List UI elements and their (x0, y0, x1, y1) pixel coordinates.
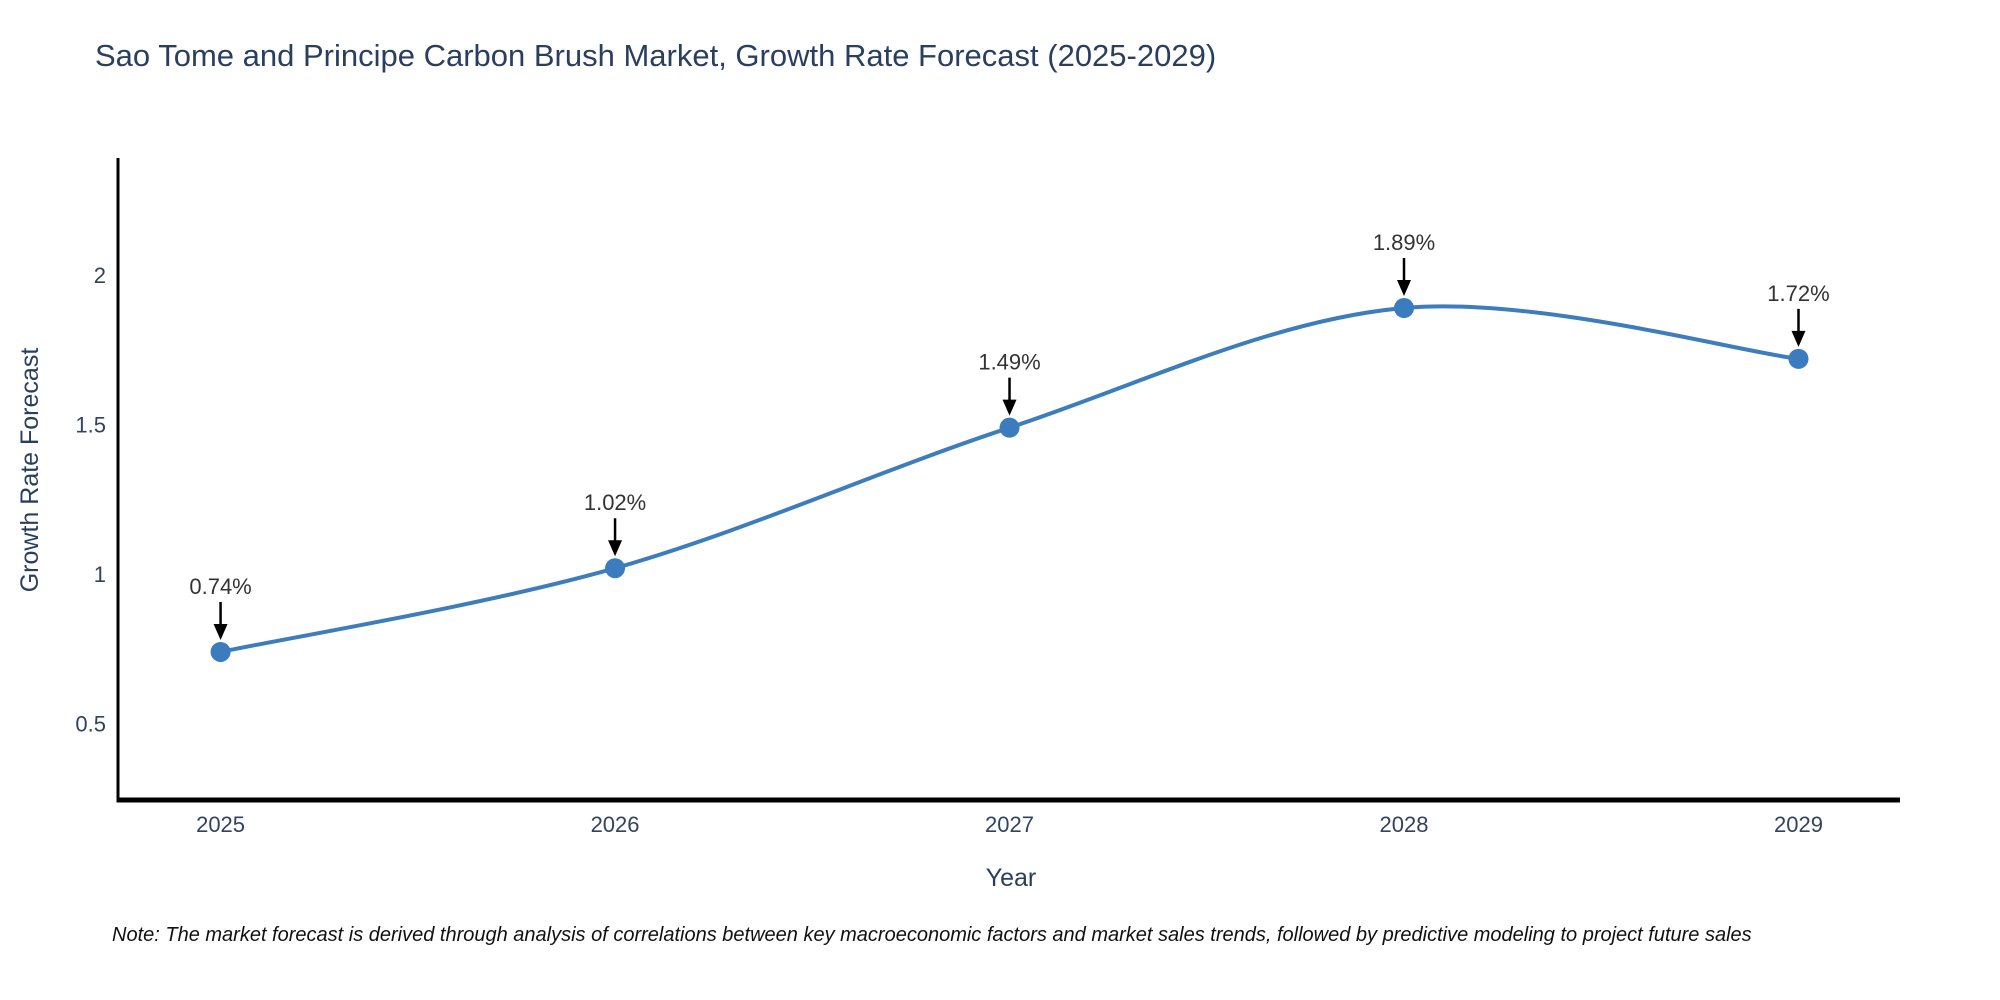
annotation-arrow-head-2026 (608, 540, 623, 557)
x-tick-label-2027: 2027 (985, 812, 1034, 837)
y-axis-title: Growth Rate Forecast (16, 348, 44, 593)
x-tick-label-2028: 2028 (1380, 812, 1429, 837)
annotation-arrow-head-2029 (1791, 330, 1806, 347)
data-point-marker-2027 (999, 417, 1020, 438)
data-point-marker-2025 (210, 641, 231, 662)
data-point-label-2027: 1.49% (978, 350, 1040, 375)
data-point-marker-2026 (605, 558, 626, 579)
y-tick-label-2: 2 (94, 263, 106, 288)
data-point-label-2025: 0.74% (189, 574, 251, 599)
annotation-arrow-head-2028 (1397, 280, 1412, 297)
x-axis-title: Year (986, 864, 1037, 892)
chart-title: Sao Tome and Principe Carbon Brush Marke… (95, 38, 1216, 73)
plot-area: 2025 2026 2027 2028 2029 0.5 1 1.5 2 0.74% 1.02% 1.… (75, 158, 1900, 837)
data-point-label-2028: 1.89% (1373, 230, 1435, 255)
data-point-marker-2028 (1394, 298, 1415, 319)
annotation-arrow-head-2025 (213, 623, 228, 640)
data-point-label-2029: 1.72% (1767, 281, 1829, 306)
y-tick-label-0.5: 0.5 (75, 712, 106, 737)
x-tick-label-2029: 2029 (1774, 812, 1823, 837)
footnote: Note: The market forecast is derived thr… (112, 924, 1752, 946)
data-point-marker-2029 (1788, 348, 1809, 369)
annotation-arrow-head-2027 (1002, 399, 1017, 416)
y-tick-label-1.5: 1.5 (75, 413, 106, 438)
x-tick-label-2025: 2025 (196, 812, 245, 837)
data-point-label-2026: 1.02% (584, 490, 646, 515)
y-tick-label-1: 1 (94, 562, 106, 587)
x-tick-label-2026: 2026 (591, 812, 640, 837)
